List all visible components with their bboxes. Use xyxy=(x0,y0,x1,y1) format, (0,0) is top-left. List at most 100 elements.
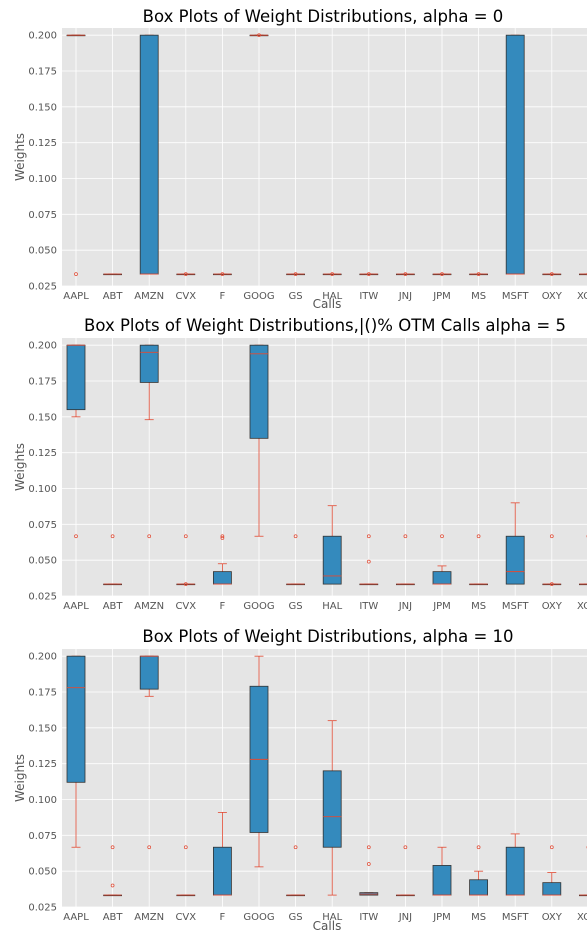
flier-point xyxy=(110,845,115,850)
x-tick-label: AMZN xyxy=(134,912,164,923)
x-tick-label: AAPL xyxy=(63,291,89,302)
x-tick-label: XOM xyxy=(577,601,587,612)
flier-point xyxy=(549,582,554,586)
box-gs xyxy=(286,845,306,897)
x-tick-label: HAL xyxy=(322,601,342,612)
box-oxy xyxy=(542,845,562,896)
x-tick-label: ABT xyxy=(103,291,124,302)
box-amzn xyxy=(139,34,159,275)
x-tick-label: GOOG xyxy=(243,291,274,302)
flier-point xyxy=(110,534,115,539)
y-tick-labels-2: 0.025 0.050 0.075 0.100 0.125 0.150 0.175 0.200 xyxy=(28,341,57,603)
x-tick-labels-2: AAPL ABT AMZN CVX F GOOG GS HAL ITW JNJ JPM MS MSFT O… xyxy=(63,601,587,612)
y-tick-label: 0.175 xyxy=(28,688,57,699)
y-tick-label: 0.050 xyxy=(28,556,57,567)
boxes-3 xyxy=(66,655,587,897)
flier-point xyxy=(366,534,371,539)
flier-point xyxy=(147,845,152,850)
box-iqr xyxy=(322,535,342,585)
flier-point xyxy=(476,534,481,539)
x-tick-label: OXY xyxy=(542,291,563,302)
x-tick-label: MS xyxy=(471,601,486,612)
y-tick-label: 0.200 xyxy=(28,652,57,663)
box-jnj xyxy=(395,272,415,276)
x-tick-labels-1: AAPL ABT AMZN CVX F GOOG GS HAL ITW JNJ JPM MS MSFT O… xyxy=(63,291,587,302)
y-tick-label: 0.150 xyxy=(28,412,57,423)
box-gs xyxy=(286,534,306,586)
flier-point xyxy=(366,862,371,866)
x-tick-label: F xyxy=(220,912,226,923)
box-abt xyxy=(103,273,122,276)
flier-point xyxy=(330,272,335,276)
x-tick-label: AAPL xyxy=(63,601,89,612)
box-iqr xyxy=(469,879,489,896)
x-tick-label: MSFT xyxy=(502,601,530,612)
x-tick-label: JNJ xyxy=(398,291,412,302)
x-tick-label: JPM xyxy=(432,601,451,612)
y-tick-label: 0.025 xyxy=(28,903,57,914)
box-hal xyxy=(322,272,342,276)
box-iqr xyxy=(212,571,232,585)
flier-point xyxy=(74,272,78,276)
box-amzn xyxy=(139,344,159,539)
y-axis-label-1: Weights xyxy=(13,133,27,181)
y-axis-label-2: Weights xyxy=(13,443,27,491)
box-aapl xyxy=(66,34,86,276)
box-iqr xyxy=(139,344,159,383)
y-tick-label: 0.100 xyxy=(28,174,57,185)
box-cvx xyxy=(176,272,196,276)
x-tick-label: HAL xyxy=(322,912,342,923)
y-tick-label: 0.025 xyxy=(28,282,57,293)
flier-point xyxy=(403,534,408,539)
x-tick-label: GS xyxy=(289,291,303,302)
flier-point xyxy=(257,33,261,38)
box-jnj xyxy=(395,845,415,897)
boxes-1 xyxy=(66,33,587,276)
x-tick-label: GOOG xyxy=(243,912,274,923)
x-tick-label: F xyxy=(220,291,226,302)
flier-point xyxy=(220,534,225,539)
x-tick-label: ITW xyxy=(359,912,378,923)
x-tick-label: AMZN xyxy=(134,291,164,302)
y-tick-label: 0.125 xyxy=(28,759,57,770)
x-tick-label: ITW xyxy=(359,601,378,612)
flier-point xyxy=(366,559,371,564)
y-tick-label: 0.200 xyxy=(28,341,57,352)
flier-point xyxy=(293,534,298,539)
flier-point xyxy=(183,845,188,850)
y-tick-label: 0.025 xyxy=(28,592,57,603)
x-tick-label: CVX xyxy=(175,912,196,923)
x-tick-label: GS xyxy=(289,601,303,612)
chart-title-2: Box Plots of Weight Distributions,|()% O… xyxy=(84,316,566,335)
y-tick-label: 0.175 xyxy=(28,67,57,78)
box-msft xyxy=(505,502,525,585)
box-abt xyxy=(103,534,122,586)
chart-title-1: Box Plots of Weight Distributions, alpha… xyxy=(143,7,504,26)
box-cvx xyxy=(176,534,196,586)
x-tick-label: XOM xyxy=(577,291,587,302)
box-ms xyxy=(469,272,489,276)
x-tick-label: JNJ xyxy=(398,601,412,612)
box-itw xyxy=(359,272,379,276)
x-tick-label: OXY xyxy=(542,601,563,612)
chart-title-3: Box Plots of Weight Distributions, alpha… xyxy=(142,627,513,646)
flier-point xyxy=(549,845,554,850)
box-gs xyxy=(286,272,306,276)
x-tick-label: JPM xyxy=(432,912,451,923)
box-f xyxy=(212,534,232,585)
flier-point xyxy=(293,845,298,850)
y-tick-label: 0.125 xyxy=(28,448,57,459)
flier-point xyxy=(549,534,554,539)
box-oxy xyxy=(542,272,562,276)
y-tick-labels-1: 0.025 0.050 0.075 0.100 0.125 0.150 0.175 0.200 xyxy=(28,31,57,293)
box-jpm xyxy=(432,534,452,585)
box-itw xyxy=(359,534,379,586)
box-goog xyxy=(249,33,269,38)
x-tick-label: OXY xyxy=(542,912,563,923)
box-aapl xyxy=(66,344,86,539)
y-tick-label: 0.100 xyxy=(28,484,57,495)
x-tick-label: MSFT xyxy=(502,291,530,302)
box-msft xyxy=(505,34,525,275)
x-tick-label: CVX xyxy=(175,601,196,612)
y-axis-label-3: Weights xyxy=(13,754,27,802)
